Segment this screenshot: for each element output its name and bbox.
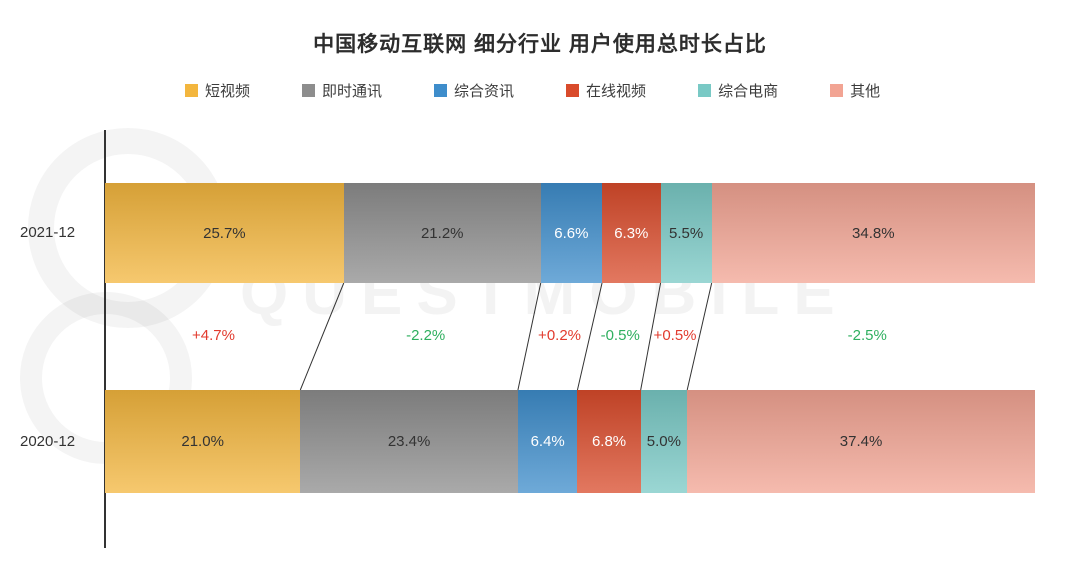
segment-value-label: 34.8%	[852, 224, 895, 242]
category-label-2021-12: 2021-12	[20, 224, 76, 241]
delta-label-5: -2.5%	[847, 326, 887, 344]
legend-item-2: 综合资讯	[434, 80, 514, 101]
legend-label: 其他	[850, 83, 881, 100]
segment-value-label: 23.4%	[387, 433, 431, 450]
segment-value-label: 6.6%	[554, 224, 589, 242]
legend-label: 综合电商	[718, 83, 779, 100]
bar-segment-2020-12-在线视频: 6.8%	[577, 390, 641, 493]
legend-swatch	[830, 84, 844, 97]
delta-label-0: +4.7%	[192, 326, 235, 344]
segment-value-label: 6.3%	[614, 224, 649, 242]
segment-value-label: 21.0%	[181, 433, 224, 450]
bar-segment-2021-12-综合资讯: 6.6%	[540, 183, 603, 283]
legend-item-5: 其他	[830, 80, 880, 101]
legend-label: 即时通讯	[322, 83, 383, 100]
delta-label-2: +0.2%	[538, 326, 582, 344]
legend-item-1: 即时通讯	[302, 80, 382, 101]
legend-item-4: 综合电商	[698, 80, 778, 101]
bar-segment-2020-12-其他: 37.4%	[687, 390, 1035, 493]
delta-label-1: -2.2%	[406, 326, 446, 344]
category-label-2020-12: 2020-12	[20, 432, 76, 450]
bar-segment-2021-12-短视频: 25.7%	[105, 183, 344, 283]
bar-segment-2020-12-短视频: 21.0%	[105, 390, 301, 493]
segment-value-label: 5.5%	[669, 224, 704, 242]
segment-value-label: 6.4%	[530, 433, 565, 450]
segment-value-label: 37.4%	[839, 433, 883, 450]
bar-segment-2020-12-综合电商: 5.0%	[640, 390, 688, 493]
legend-label: 在线视频	[586, 83, 647, 100]
segment-value-label: 25.7%	[203, 224, 246, 242]
segment-value-label: 6.8%	[591, 433, 627, 450]
legend-swatch	[434, 84, 448, 97]
bar-segment-2021-12-其他: 34.8%	[711, 183, 1035, 283]
bar-segment-2021-12-综合电商: 5.5%	[660, 183, 712, 283]
stacked-bar-2020-12: 21.0% 23.4% 6.4% 6.8% 5.0% 37.4%	[105, 390, 1035, 493]
stacked-bar-2021-12: 25.7% 21.2% 6.6% 6.3% 5.5% 34.8%	[105, 183, 1035, 283]
legend-label: 综合资讯	[454, 83, 515, 100]
legend-item-3: 在线视频	[566, 80, 646, 101]
legend-item-0: 短视频	[185, 80, 250, 101]
legend-label: 短视频	[205, 83, 251, 100]
legend: 短视频 即时通讯 综合资讯 在线视频 综合电商 其他	[185, 80, 880, 101]
delta-label-4: +0.5%	[653, 326, 697, 344]
bar-segment-2021-12-在线视频: 6.3%	[602, 183, 661, 283]
legend-swatch	[698, 84, 712, 97]
chart-title: 中国移动互联网 细分行业 用户使用总时长占比	[313, 33, 767, 56]
legend-swatch	[302, 84, 316, 97]
segment-value-label: 5.0%	[646, 433, 681, 450]
legend-swatch	[185, 84, 198, 97]
bar-segment-2020-12-即时通讯: 23.4%	[300, 390, 518, 493]
y-axis-line	[104, 130, 106, 548]
bar-segment-2021-12-即时通讯: 21.2%	[343, 183, 541, 283]
bar-segment-2020-12-综合资讯: 6.4%	[517, 390, 578, 493]
delta-label-3: -0.5%	[600, 326, 640, 344]
legend-swatch	[566, 84, 580, 97]
segment-value-label: 21.2%	[420, 224, 464, 242]
